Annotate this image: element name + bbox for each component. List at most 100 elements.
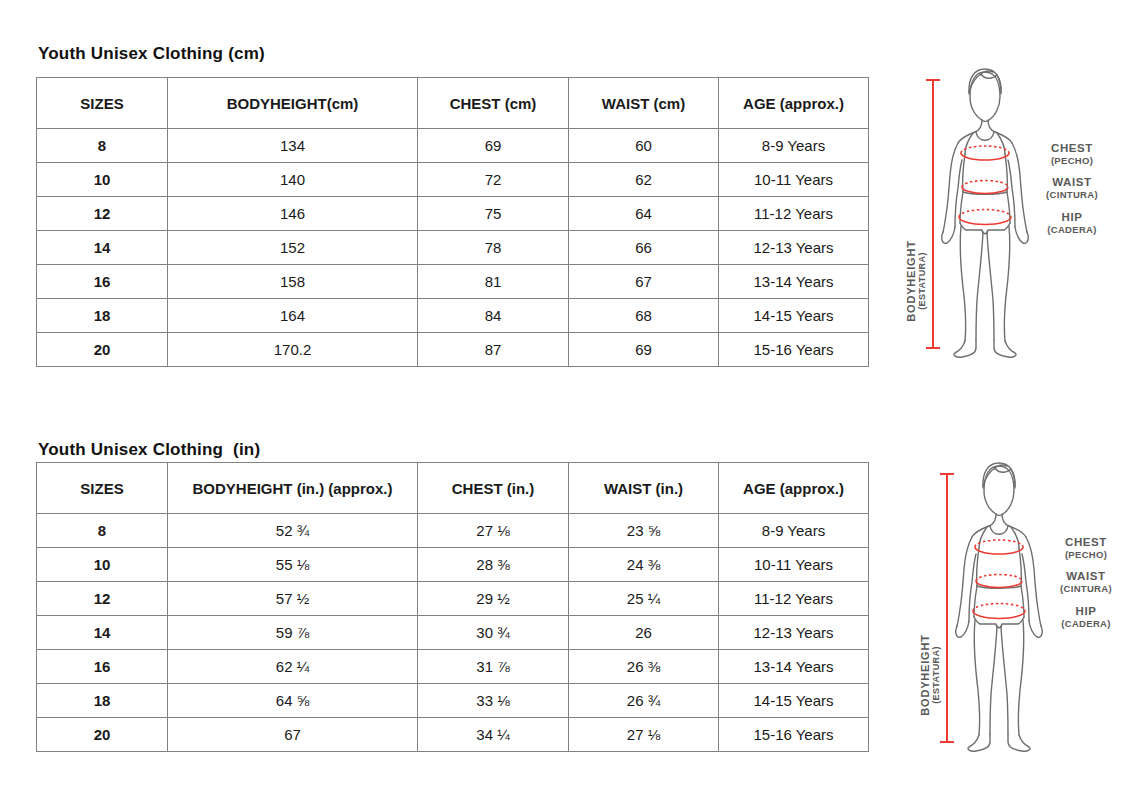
table-cell: 25 ¼ xyxy=(569,582,719,616)
body-diagram-in: BODYHEIGHT (ESTATURA) CHEST (PECHO) WAIS… xyxy=(912,458,1139,758)
col-header-waist: WAIST (in.) xyxy=(569,463,719,514)
table-cell: 60 xyxy=(569,129,719,163)
table-cell: 16 xyxy=(37,650,168,684)
col-header-age: AGE (approx.) xyxy=(719,78,869,129)
table-cell: 12 xyxy=(37,582,168,616)
col-header-bodyheight: BODYHEIGHT(cm) xyxy=(168,78,418,129)
table-cell: 12-13 Years xyxy=(719,616,869,650)
table-cell: 26 ¾ xyxy=(569,684,719,718)
table-header-row: SIZES BODYHEIGHT(cm) CHEST (cm) WAIST (c… xyxy=(37,78,869,129)
table-cell: 52 ¾ xyxy=(168,514,418,548)
table-row: 1864 ⅝33 ⅛26 ¾14-15 Years xyxy=(37,684,869,718)
table-cell: 8-9 Years xyxy=(719,514,869,548)
table-cell: 64 xyxy=(569,197,719,231)
table-cell: 152 xyxy=(168,231,418,265)
col-header-chest: CHEST (cm) xyxy=(418,78,569,129)
table-cell: 10-11 Years xyxy=(719,163,869,197)
col-header-waist: WAIST (cm) xyxy=(569,78,719,129)
table-row: 10140726210-11 Years xyxy=(37,163,869,197)
table-cell: 33 ⅛ xyxy=(418,684,569,718)
chest-label: CHEST (PECHO) xyxy=(1042,536,1130,560)
table-cell: 27 ⅛ xyxy=(569,718,719,752)
col-header-sizes: SIZES xyxy=(37,463,168,514)
table-cell: 87 xyxy=(418,333,569,367)
table-cell: 14 xyxy=(37,231,168,265)
table-cell: 16 xyxy=(37,265,168,299)
table-cell: 66 xyxy=(569,231,719,265)
bodyheight-measure-line xyxy=(940,474,954,742)
bodyheight-measure-line xyxy=(926,80,940,348)
table-row: 852 ¾27 ⅛23 ⅝8-9 Years xyxy=(37,514,869,548)
table-cell: 34 ¼ xyxy=(418,718,569,752)
table-cell: 8 xyxy=(37,129,168,163)
hip-measure-ellipse xyxy=(973,611,1025,619)
measure-ellipses xyxy=(959,146,1011,225)
table-cell: 20 xyxy=(37,333,168,367)
table-row: 1257 ½29 ½25 ¼11-12 Years xyxy=(37,582,869,616)
table-row: 18164846814-15 Years xyxy=(37,299,869,333)
table-cell: 14 xyxy=(37,616,168,650)
size-table-in: SIZES BODYHEIGHT (in.) (approx.) CHEST (… xyxy=(36,462,869,752)
table-cell: 29 ½ xyxy=(418,582,569,616)
table-cell: 18 xyxy=(37,684,168,718)
table-cell: 10 xyxy=(37,163,168,197)
chest-measure-ellipse xyxy=(961,153,1009,160)
table-cell: 140 xyxy=(168,163,418,197)
table-cell: 14-15 Years xyxy=(719,299,869,333)
table-cell: 55 ⅛ xyxy=(168,548,418,582)
table-cell: 8-9 Years xyxy=(719,129,869,163)
table-cell: 146 xyxy=(168,197,418,231)
table-cell: 62 xyxy=(569,163,719,197)
table-cell: 12-13 Years xyxy=(719,231,869,265)
col-header-chest: CHEST (in.) xyxy=(418,463,569,514)
table-cell: 134 xyxy=(168,129,418,163)
table-cell: 18 xyxy=(37,299,168,333)
table-cell: 69 xyxy=(569,333,719,367)
table-cell: 15-16 Years xyxy=(719,718,869,752)
table-cell: 64 ⅝ xyxy=(168,684,418,718)
size-chart-page: Youth Unisex Clothing (cm) SIZES BODYHEI… xyxy=(0,0,1139,790)
col-header-sizes: SIZES xyxy=(37,78,168,129)
table-cell: 15-16 Years xyxy=(719,333,869,367)
table-cell: 69 xyxy=(418,129,569,163)
table-cell: 78 xyxy=(418,231,569,265)
table-cell: 23 ⅝ xyxy=(569,514,719,548)
table-cell: 31 ⅞ xyxy=(418,650,569,684)
table-cell: 72 xyxy=(418,163,569,197)
body-outline xyxy=(956,463,1042,751)
section-title-in: Youth Unisex Clothing (in) xyxy=(38,440,260,460)
table-cell: 8 xyxy=(37,514,168,548)
table-cell: 81 xyxy=(418,265,569,299)
bodyheight-label: BODYHEIGHT (ESTATURA) xyxy=(919,605,941,745)
section-title-cm: Youth Unisex Clothing (cm) xyxy=(38,44,265,64)
hip-label: HIP (CADERA) xyxy=(1042,605,1130,629)
waist-label: WAIST (CINTURA) xyxy=(1042,570,1130,594)
table-row: 1662 ¼31 ⅞26 ⅜13-14 Years xyxy=(37,650,869,684)
waist-label: WAIST (CINTURA) xyxy=(1028,176,1116,200)
table-cell: 26 xyxy=(569,616,719,650)
chest-label: CHEST (PECHO) xyxy=(1028,142,1116,166)
table-cell: 158 xyxy=(168,265,418,299)
table-cell: 13-14 Years xyxy=(719,265,869,299)
table-cell: 62 ¼ xyxy=(168,650,418,684)
table-header-row: SIZES BODYHEIGHT (in.) (approx.) CHEST (… xyxy=(37,463,869,514)
table-cell: 11-12 Years xyxy=(719,197,869,231)
bodyheight-label: BODYHEIGHT (ESTATURA) xyxy=(905,211,927,351)
table-cell: 24 ⅜ xyxy=(569,548,719,582)
table-cell: 57 ½ xyxy=(168,582,418,616)
table-cell: 30 ¾ xyxy=(418,616,569,650)
size-table-cm: SIZES BODYHEIGHT(cm) CHEST (cm) WAIST (c… xyxy=(36,77,869,367)
waist-measure-ellipse xyxy=(976,581,1022,588)
table-row: 1459 ⅞30 ¾2612-13 Years xyxy=(37,616,869,650)
table-row: 12146756411-12 Years xyxy=(37,197,869,231)
table-cell: 10 xyxy=(37,548,168,582)
table-cell: 27 ⅛ xyxy=(418,514,569,548)
table-cell: 12 xyxy=(37,197,168,231)
table-row: 206734 ¼27 ⅛15-16 Years xyxy=(37,718,869,752)
table-row: 20170.2876915-16 Years xyxy=(37,333,869,367)
table-cell: 10-11 Years xyxy=(719,548,869,582)
table-row: 1055 ⅛28 ⅜24 ⅜10-11 Years xyxy=(37,548,869,582)
body-diagram-cm: BODYHEIGHT (ESTATURA) CHEST (PECHO) WAIS… xyxy=(898,64,1128,364)
table-cell: 20 xyxy=(37,718,168,752)
measure-ellipses xyxy=(973,540,1025,619)
